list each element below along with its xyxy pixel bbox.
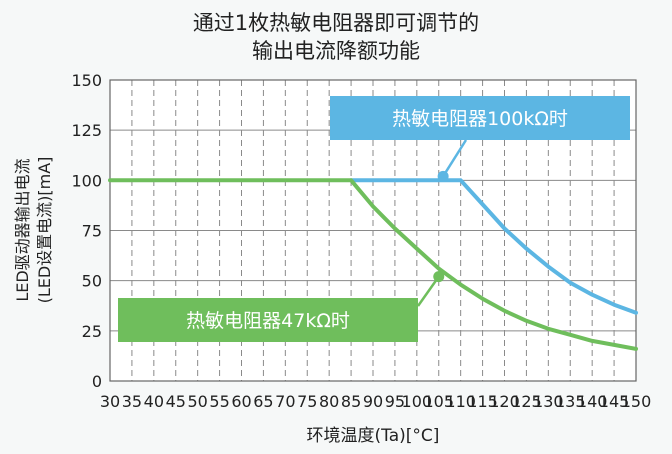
annotation-box <box>118 298 418 342</box>
x-tick-label: 130 <box>533 392 564 411</box>
x-tick-label: 75 <box>297 392 317 411</box>
annotation-leader <box>416 275 440 307</box>
series-line <box>349 178 638 315</box>
x-tick-label: 40 <box>144 392 164 411</box>
chart-title-line: 通过1枚热敏电阻器即可调节的 <box>193 11 479 35</box>
x-tick-label: 35 <box>122 392 142 411</box>
x-tick-label: 55 <box>209 392 229 411</box>
x-tick-label: 60 <box>231 392 251 411</box>
plot-border <box>109 79 637 382</box>
y-tick-label: 125 <box>71 121 102 140</box>
y-tick-label: 25 <box>82 322 102 341</box>
annotation-label: 热敏电阻器100kΩ时 <box>392 108 568 130</box>
x-tick-label: 110 <box>445 392 476 411</box>
x-tick-label: 95 <box>385 392 405 411</box>
annotation-leader <box>442 139 468 177</box>
axes: 30 35 40 45 50 55 60 65 70 75 80 85 90 95100105110115… <box>71 71 651 411</box>
series-line <box>108 178 638 351</box>
x-tick-label: 65 <box>253 392 273 411</box>
x-tick-label: 50 <box>187 392 207 411</box>
x-tick-label: 70 <box>275 392 295 411</box>
y-tick-label: 75 <box>82 222 102 241</box>
x-tick-label: 85 <box>341 392 361 411</box>
annotation-marker <box>433 271 445 283</box>
annotation-marker <box>437 170 449 182</box>
y-tick-label: 100 <box>71 171 102 190</box>
chart-title: 通过1枚热敏电阻器即可调节的 输出电流降额功能 <box>193 11 479 63</box>
x-tick-label: 150 <box>621 392 652 411</box>
x-tick-label: 30 <box>100 392 120 411</box>
x-tick-label: 125 <box>511 392 542 411</box>
chart-title-line: 输出电流降额功能 <box>252 39 420 63</box>
y-axis-label-line: LED驱动器输出电流 <box>13 158 32 301</box>
x-axis-label: 环境温度(Ta)[°C] <box>307 426 440 446</box>
annotation-label: 热敏电阻器47kΩ时 <box>186 310 350 332</box>
x-tick-label: 135 <box>555 392 586 411</box>
x-tick-label: 140 <box>577 392 608 411</box>
x-tick-label: 105 <box>423 392 454 411</box>
annotation-box <box>330 96 630 140</box>
series-lines <box>108 178 638 351</box>
x-tick-label: 90 <box>363 392 383 411</box>
y-tick-label: 50 <box>82 272 102 291</box>
y-tick-label: 150 <box>71 71 102 90</box>
x-tick-label: 80 <box>319 392 339 411</box>
x-tick-label: 145 <box>599 392 630 411</box>
x-tick-label: 120 <box>489 392 520 411</box>
x-tick-label: 100 <box>402 392 433 411</box>
y-tick-label: 0 <box>92 372 102 391</box>
y-axis-label-line: (LED设置电流)[mA] <box>35 157 54 304</box>
y-axis-label: LED驱动器输出电流 (LED设置电流)[mA] <box>13 157 54 304</box>
x-tick-label: 115 <box>467 392 498 411</box>
x-tick-label: 45 <box>166 392 186 411</box>
